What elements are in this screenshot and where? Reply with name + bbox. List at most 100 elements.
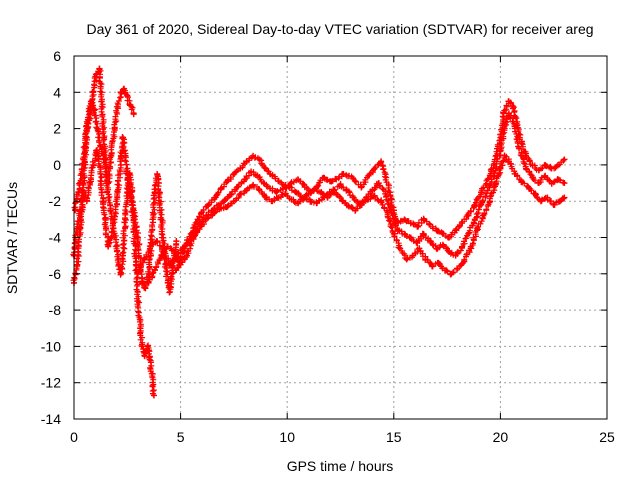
data-point <box>561 180 568 187</box>
data-point <box>114 189 121 196</box>
data-point <box>108 234 115 241</box>
data-point <box>211 194 218 201</box>
data-point <box>154 238 161 245</box>
x-tick-label: 5 <box>177 429 185 445</box>
data-point <box>260 180 267 187</box>
data-point <box>139 279 146 286</box>
data-point <box>230 198 237 205</box>
data-point <box>88 98 95 105</box>
data-point <box>279 185 286 192</box>
data-point <box>371 192 378 199</box>
data-point <box>294 176 301 183</box>
data-point <box>358 201 365 208</box>
data-point <box>422 256 429 263</box>
data-point <box>339 170 346 177</box>
data-point <box>99 198 106 205</box>
data-point <box>237 165 244 172</box>
data-point <box>384 209 391 216</box>
data-point <box>480 212 487 219</box>
data-point <box>433 245 440 252</box>
data-point <box>169 270 176 277</box>
data-point <box>522 165 529 172</box>
data-point <box>501 125 508 132</box>
data-point <box>198 221 205 228</box>
x-axis-title: GPS time / hours <box>287 458 394 474</box>
data-point <box>74 261 81 268</box>
data-point <box>378 158 385 165</box>
data-point <box>537 198 544 205</box>
data-point <box>429 263 436 270</box>
data-point <box>292 189 299 196</box>
data-point <box>311 185 318 192</box>
data-point <box>471 201 478 208</box>
data-point <box>127 102 134 109</box>
data-point <box>554 176 561 183</box>
data-point <box>117 89 124 96</box>
data-point <box>343 187 350 194</box>
data-point <box>102 225 109 232</box>
data-point <box>409 252 416 259</box>
data-point <box>339 198 346 205</box>
data-point <box>346 203 353 210</box>
data-point <box>256 156 263 163</box>
data-point <box>471 216 478 223</box>
data-point <box>288 196 295 203</box>
data-point <box>554 161 561 168</box>
data-point <box>395 227 402 234</box>
data-point <box>529 161 536 168</box>
data-point <box>497 134 504 141</box>
data-point <box>111 125 118 132</box>
data-point <box>365 196 372 203</box>
data-point <box>93 71 100 78</box>
data-point <box>337 181 344 188</box>
y-tick-label: 2 <box>53 121 61 137</box>
data-point <box>484 187 491 194</box>
data-point <box>131 216 138 223</box>
x-tick-label: 15 <box>386 429 402 445</box>
data-point <box>128 198 135 205</box>
data-point <box>177 261 184 268</box>
data-point <box>247 169 254 176</box>
data-point <box>104 180 111 187</box>
data-point <box>501 107 508 114</box>
x-tick-label: 10 <box>279 429 295 445</box>
data-point <box>121 85 128 92</box>
data-point <box>473 227 480 234</box>
data-point <box>390 230 397 237</box>
y-tick-label: -8 <box>49 302 62 318</box>
data-point <box>97 170 104 177</box>
data-point <box>365 172 372 179</box>
data-point <box>243 187 250 194</box>
data-point <box>90 89 97 96</box>
data-point <box>141 256 148 263</box>
data-point <box>134 298 141 305</box>
data-point <box>75 189 82 196</box>
series-track-f <box>166 152 568 278</box>
data-point <box>250 152 257 159</box>
data-point <box>96 65 103 72</box>
data-point <box>205 201 212 208</box>
data-point <box>250 181 257 188</box>
data-point <box>441 267 448 274</box>
data-point <box>439 241 446 248</box>
data-point <box>224 178 231 185</box>
data-point <box>256 187 263 194</box>
data-point <box>237 190 244 197</box>
y-tick-label: -10 <box>41 338 61 354</box>
data-point <box>320 194 327 201</box>
data-point <box>386 189 393 196</box>
data-point <box>333 190 340 197</box>
data-point <box>510 103 517 110</box>
data-point <box>478 201 485 208</box>
data-point <box>124 92 131 99</box>
y-tick-label: 6 <box>53 48 61 64</box>
data-point <box>326 189 333 196</box>
data-point <box>505 111 512 118</box>
data-point <box>452 252 459 259</box>
x-tick-label: 0 <box>70 429 78 445</box>
data-point <box>254 172 261 179</box>
y-axis-title: SDTVAR / TECUs <box>4 182 20 294</box>
data-point <box>505 98 512 105</box>
data-point <box>371 165 378 172</box>
